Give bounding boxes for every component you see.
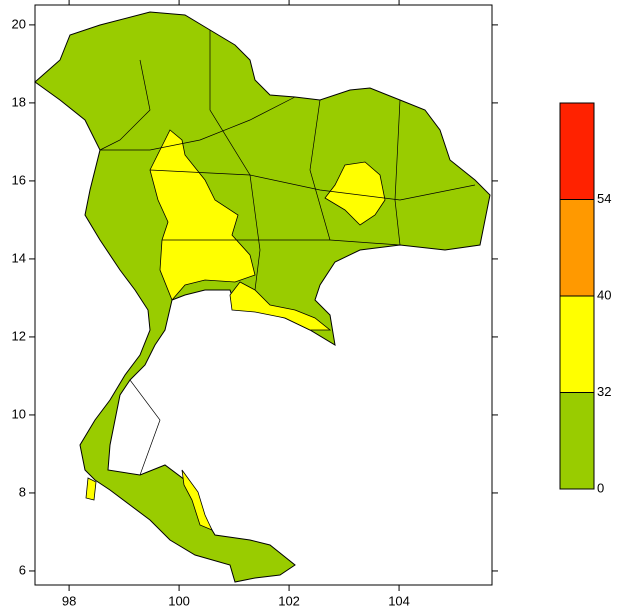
colorbar-label: 40	[597, 287, 611, 302]
yellow-zone	[181, 469, 213, 531]
colorbar-box	[559, 392, 595, 490]
yellow-zone	[85, 477, 97, 501]
y-tick-label: 18	[12, 94, 26, 109]
land	[34, 11, 491, 583]
colorbar-label: 0	[597, 480, 604, 495]
y-tick-label: 14	[12, 250, 26, 265]
x-tick-label: 102	[278, 593, 300, 608]
plot-frame	[34, 4, 493, 586]
colorbar-label: 32	[597, 384, 611, 399]
x-tick-label: 98	[62, 593, 76, 608]
yellow-zone	[149, 129, 256, 301]
y-tick-label: 10	[12, 406, 26, 421]
borders	[99, 30, 476, 476]
y-tick-label: 8	[19, 484, 26, 499]
colorbar-box	[559, 295, 595, 393]
colorbar-label: 54	[597, 191, 611, 206]
x-tick-label: 104	[388, 593, 410, 608]
colorbar-box	[559, 199, 595, 297]
y-tick-label: 6	[19, 562, 26, 577]
colorbar-box	[559, 102, 595, 200]
y-tick-label: 12	[12, 328, 26, 343]
y-tick-label: 16	[12, 172, 26, 187]
y-tick-label: 20	[12, 16, 26, 31]
yellow-zone	[229, 281, 332, 331]
x-tick-label: 100	[168, 593, 190, 608]
